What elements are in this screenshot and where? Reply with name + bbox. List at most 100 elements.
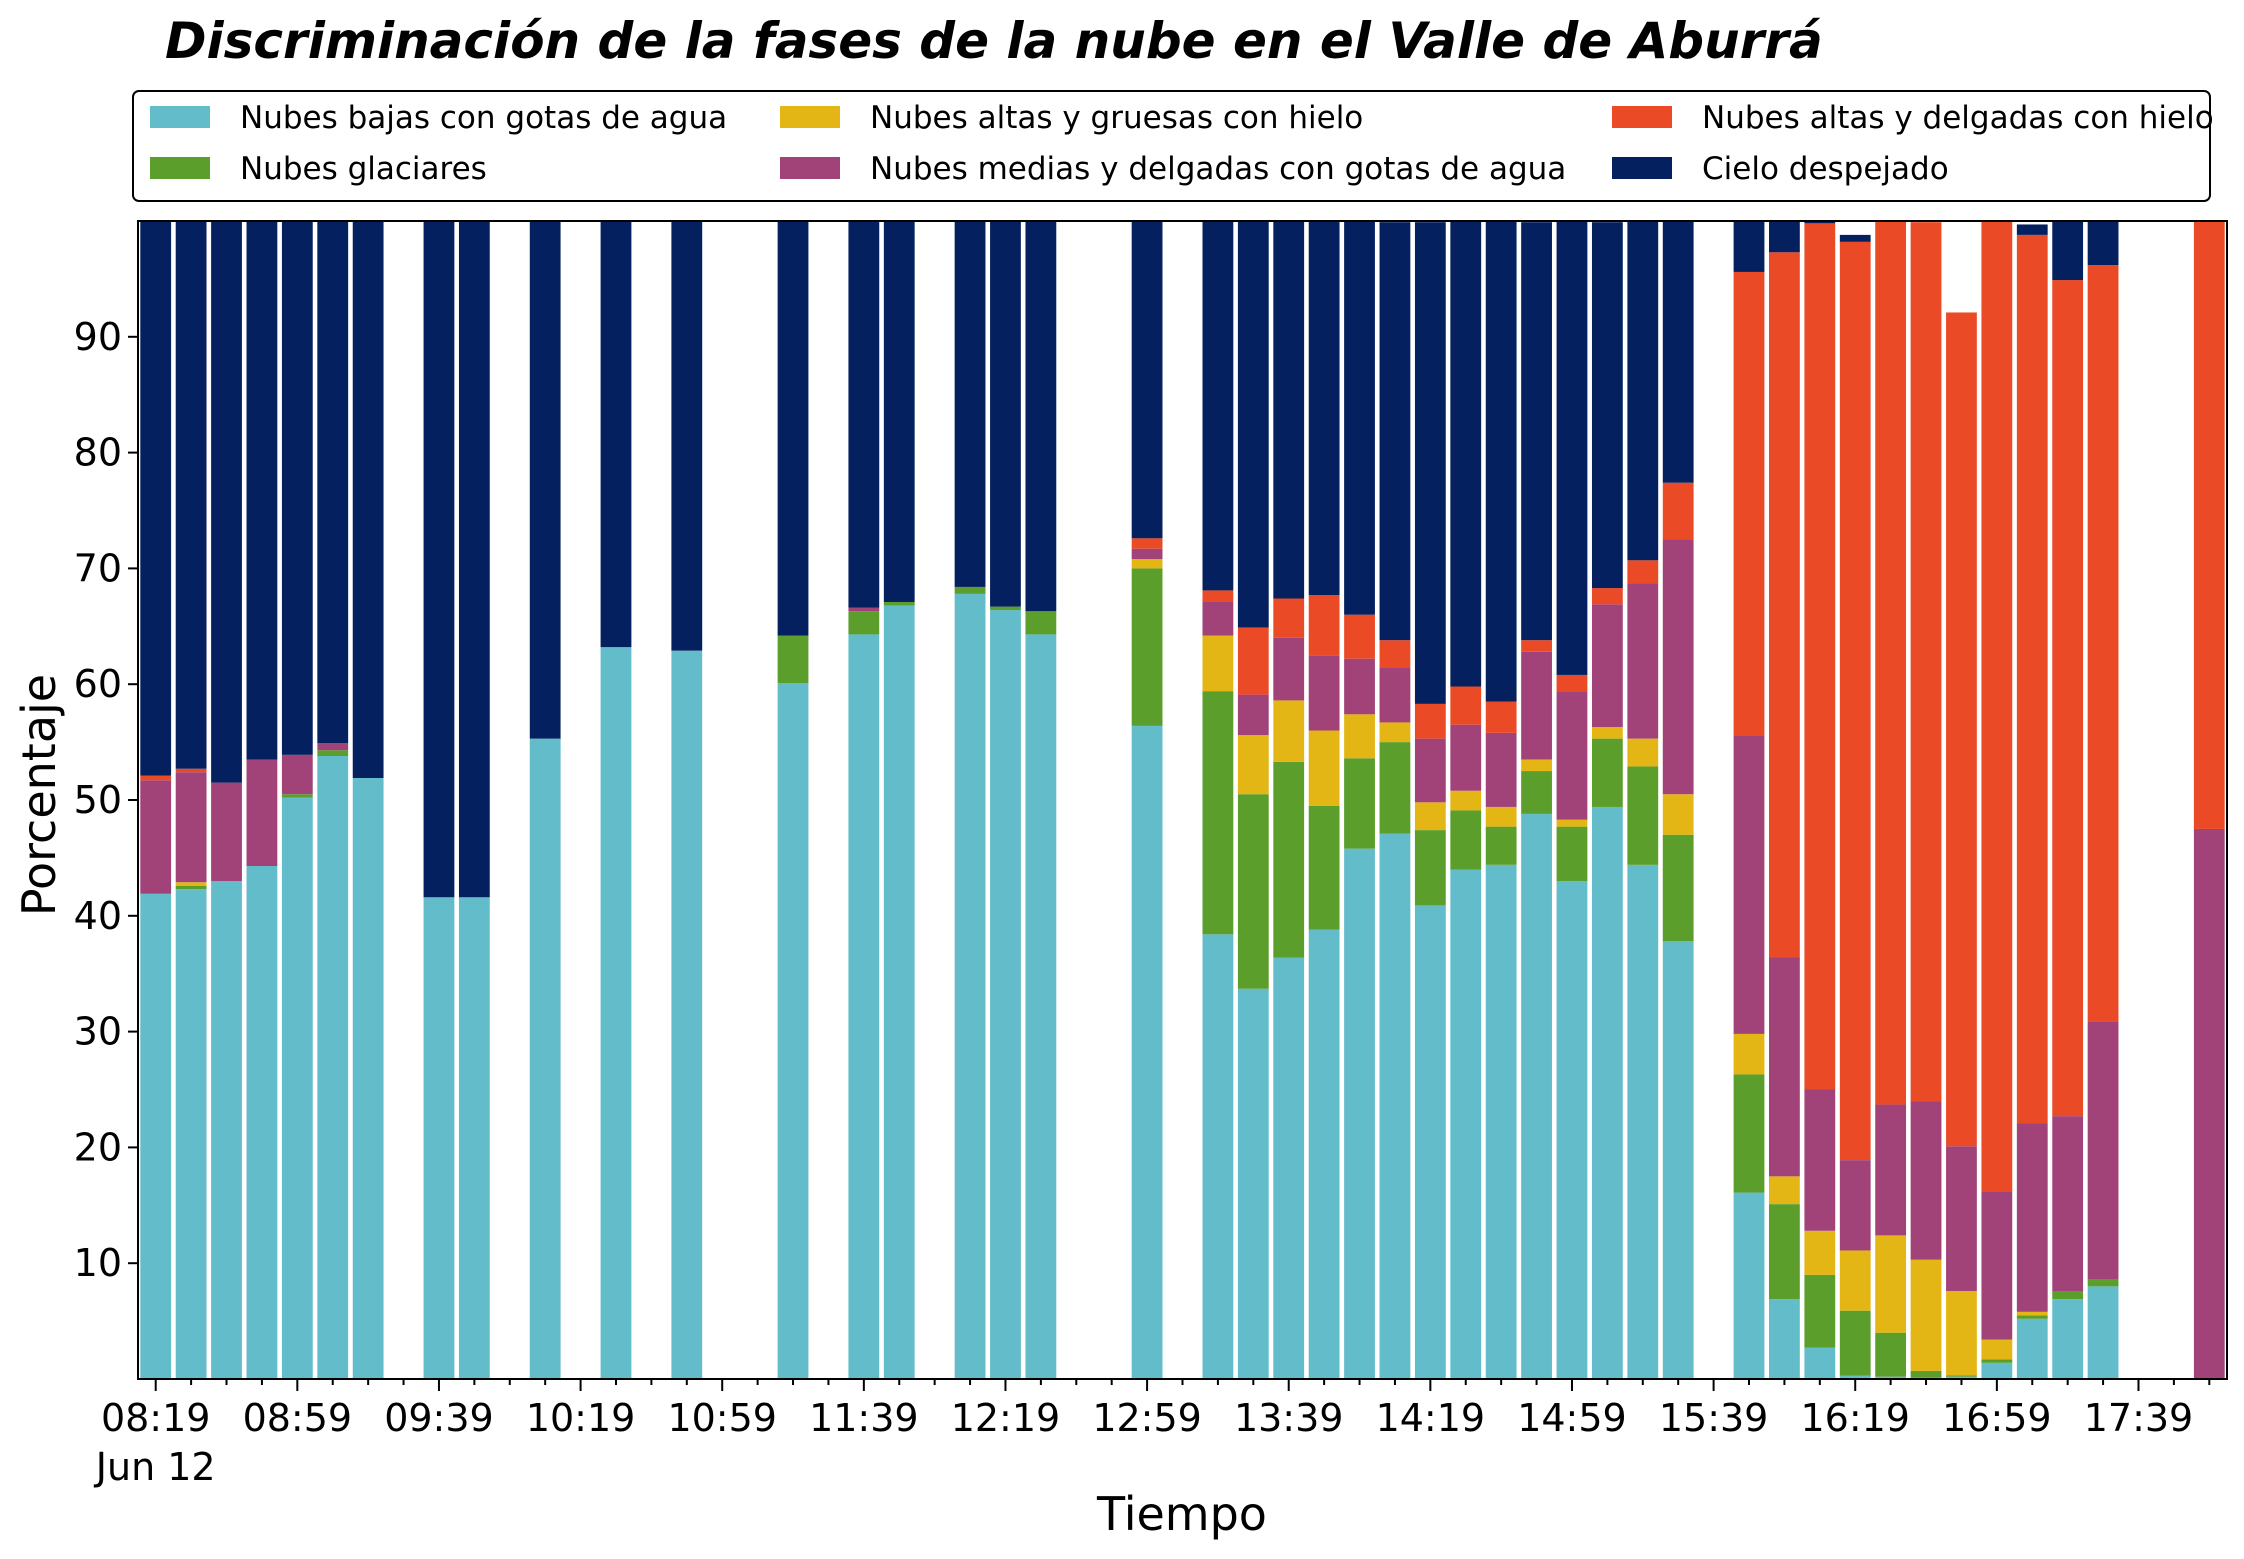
- bar-segment-s5-31: [1237, 221, 1269, 628]
- bar-segment-s2-46: [1769, 1176, 1800, 1205]
- bar-segment-s2-30: [1202, 635, 1234, 692]
- bar-segment-s4-46: [1769, 252, 1800, 958]
- bar-segment-s1-4: [281, 794, 313, 798]
- bar-segment-s0-18: [777, 683, 809, 1379]
- bar-segment-s2-51: [1946, 1290, 1977, 1376]
- bar-segment-s1-51: [1946, 1375, 1977, 1377]
- bar-segment-s5-1: [175, 221, 207, 769]
- bar-segment-s4-55: [2087, 265, 2119, 1022]
- bar-segment-s0-45: [1733, 1192, 1765, 1379]
- bar-segment-s3-37: [1450, 724, 1482, 791]
- bar-segment-s1-30: [1202, 691, 1234, 935]
- bar-segment-s3-53: [2016, 1123, 2048, 1312]
- bar-segment-s2-42: [1627, 738, 1659, 767]
- bar-segment-s5-48: [1839, 234, 1871, 242]
- bar-segment-s3-48: [1839, 1160, 1871, 1251]
- bar-segment-s5-21: [883, 221, 915, 602]
- bar-segment-s1-42: [1627, 766, 1659, 865]
- bar-segment-s3-47: [1804, 1089, 1836, 1231]
- x-tick-label: 12:59: [1092, 1396, 1202, 1440]
- bar-segment-s1-39: [1521, 771, 1552, 814]
- bar-segment-s4-33: [1308, 595, 1340, 656]
- bar-segment-s3-28: [1131, 548, 1163, 560]
- bar-segment-s4-43: [1662, 482, 1694, 540]
- bar-segment-s1-55: [2087, 1279, 2119, 1287]
- legend-swatch: [1612, 157, 1672, 179]
- bar-segment-s2-32: [1273, 700, 1305, 762]
- bar-segment-s1-20: [848, 611, 880, 635]
- bar-segment-s5-6: [352, 221, 384, 778]
- x-tick-label: 14:59: [1517, 1396, 1627, 1440]
- bar-segment-s3-31: [1237, 694, 1269, 736]
- bar-segment-s4-50: [1910, 222, 1942, 1102]
- bar-segment-s5-24: [990, 221, 1021, 607]
- chart-title: Discriminación de la fases de la nube en…: [165, 12, 1823, 70]
- bar-segment-s2-36: [1414, 802, 1446, 831]
- bar-segment-s0-9: [458, 897, 490, 1379]
- bar-segment-s0-0: [140, 893, 172, 1379]
- bar-segment-s3-54: [2052, 1116, 2084, 1291]
- bar-segment-s1-23: [954, 586, 986, 594]
- bar-segment-s2-39: [1521, 759, 1552, 772]
- bar-segment-s3-42: [1627, 583, 1659, 739]
- x-tick-label: 11:39: [809, 1396, 919, 1440]
- legend: Nubes bajas con gotas de agua Nubes glaci…: [132, 90, 2214, 202]
- bar-segment-s5-18: [777, 221, 809, 636]
- bar-segment-s0-34: [1344, 848, 1375, 1379]
- y-tick-label: 30: [74, 1010, 122, 1054]
- bar-segment-s3-41: [1591, 604, 1623, 728]
- bar-segment-s0-55: [2087, 1286, 2119, 1379]
- bar-segment-s0-11: [529, 738, 561, 1379]
- bar-segment-s5-13: [600, 221, 632, 648]
- bar-segment-s4-58: [2193, 221, 2225, 829]
- bar-segment-s5-28: [1131, 221, 1163, 539]
- bar-segment-s4-35: [1379, 640, 1411, 668]
- x-tick-label: 08:19: [101, 1396, 211, 1440]
- bar-segment-s1-36: [1414, 830, 1446, 906]
- bar-segment-s0-24: [990, 610, 1021, 1379]
- bar-segment-s1-48: [1839, 1310, 1871, 1376]
- bar-segment-s4-37: [1450, 686, 1482, 725]
- bar-segment-s5-55: [2087, 221, 2119, 265]
- bar-segment-s0-42: [1627, 864, 1659, 1379]
- x-tick-label: 17:39: [2084, 1396, 2194, 1440]
- bar-segment-s5-8: [423, 221, 455, 898]
- bar-segment-s1-34: [1344, 758, 1375, 849]
- bar-segment-s3-34: [1344, 658, 1375, 715]
- x-tick-label: 10:59: [667, 1396, 777, 1440]
- bar-segment-s0-8: [423, 897, 455, 1379]
- bar-segment-s3-40: [1556, 691, 1588, 820]
- bar-segment-s3-0: [140, 780, 172, 894]
- y-tick-label: 60: [74, 662, 122, 706]
- bar-segment-s0-25: [1025, 634, 1057, 1379]
- bar-segment-s3-49: [1875, 1104, 1907, 1236]
- legend-swatch: [780, 157, 840, 179]
- legend-swatch: [150, 106, 210, 128]
- bar-segment-s0-6: [352, 778, 384, 1379]
- bar-segment-s2-31: [1237, 735, 1269, 795]
- bar-segment-s0-53: [2016, 1318, 2048, 1379]
- x-tick-sublabel: Jun 12: [94, 1445, 216, 1489]
- bar-segment-s3-55: [2087, 1021, 2119, 1280]
- bar-segment-s5-37: [1450, 221, 1482, 687]
- bar-segment-s1-47: [1804, 1274, 1836, 1348]
- bar-segment-s3-50: [1910, 1101, 1942, 1260]
- bar-segment-s1-49: [1875, 1332, 1907, 1377]
- x-tick-label: 12:19: [951, 1396, 1061, 1440]
- bar-segment-s5-5: [317, 221, 349, 744]
- bar-segment-s5-35: [1379, 222, 1411, 641]
- bar-segment-s5-54: [2052, 221, 2084, 281]
- bar-segment-s0-46: [1769, 1299, 1800, 1379]
- bar-segment-s2-50: [1910, 1259, 1942, 1371]
- bar-segment-s4-36: [1414, 703, 1446, 739]
- y-tick-label: 80: [74, 431, 122, 475]
- bar-segment-s5-46: [1769, 221, 1800, 253]
- bar-segment-s0-21: [883, 605, 915, 1379]
- y-tick-label: 50: [74, 778, 122, 822]
- bar-segment-s5-11: [529, 221, 561, 739]
- legend-label: Nubes bajas con gotas de agua: [240, 100, 727, 136]
- bar-segment-s5-23: [954, 221, 986, 587]
- bar-segment-s2-34: [1344, 714, 1375, 759]
- plot-area: 10 20 30 40 50 60 70 80 90 08:19 08:59 09:39 10:19 1…: [74, 220, 2228, 1489]
